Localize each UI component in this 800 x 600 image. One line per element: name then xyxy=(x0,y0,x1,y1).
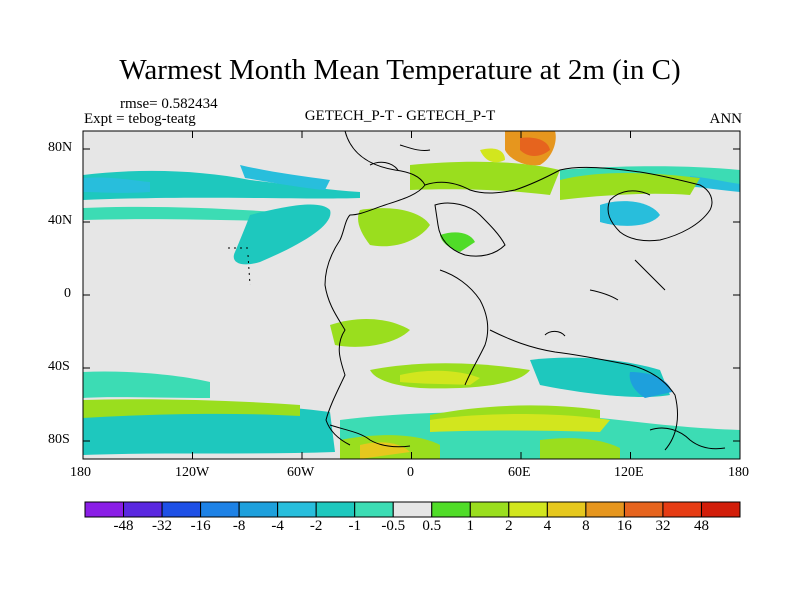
comparison-label: GETECH_P-T - GETECH_P-T xyxy=(304,108,496,124)
colorbar-swatch xyxy=(392,501,433,518)
rmse-label: rmse= 0.582434 xyxy=(120,96,218,112)
lon-label-120w: 120W xyxy=(175,465,210,480)
colorbar-swatch xyxy=(431,501,471,518)
colorbar-label: -32 xyxy=(152,518,173,534)
colorbar-label: 32 xyxy=(655,518,671,534)
colorbar-swatch xyxy=(200,501,240,518)
colorbar-swatch xyxy=(161,501,202,518)
colorbar-swatch xyxy=(662,501,702,518)
colorbar-swatch xyxy=(315,501,356,518)
colorbar-label: 4 xyxy=(543,518,552,534)
lat-label-40n: 40N xyxy=(48,213,73,228)
season-label: ANN xyxy=(709,111,743,127)
colorbar-swatch xyxy=(508,501,548,518)
axis-ticks xyxy=(82,131,741,459)
colorbar-swatch xyxy=(623,501,664,518)
colorbar-swatch xyxy=(546,501,587,518)
colorbar-swatch xyxy=(469,501,510,518)
colorbar-label: -2 xyxy=(309,518,323,534)
lat-label-80s: 80S xyxy=(48,432,70,447)
colorbar-swatch xyxy=(277,501,317,518)
colorbar-label: 8 xyxy=(582,518,590,534)
colorbar-swatch xyxy=(354,501,394,518)
colorbar-label: 0.5 xyxy=(422,518,442,534)
anomaly-fields xyxy=(83,131,740,459)
colorbar-label: -1 xyxy=(348,518,361,534)
lon-label-120e: 120E xyxy=(614,465,644,480)
colorbar-label: -48 xyxy=(113,518,134,534)
colorbar-label: -16 xyxy=(190,518,211,534)
colorbar-swatch xyxy=(700,501,741,518)
colorbar-label: 1 xyxy=(466,518,475,534)
colorbar-swatch xyxy=(84,501,125,518)
colorbar-label: -8 xyxy=(232,518,246,534)
colorbar-label: 48 xyxy=(693,518,709,534)
colorbar-label: -4 xyxy=(271,518,284,534)
lon-label-60w: 60W xyxy=(287,465,315,480)
lon-label-180e: 180 xyxy=(728,465,749,480)
colorbar-label: 16 xyxy=(616,518,632,534)
lat-label-0: 0 xyxy=(64,286,71,301)
lat-label-80n: 80N xyxy=(48,140,73,155)
lon-label-60e: 60E xyxy=(508,465,531,480)
colorbar-swatch xyxy=(238,501,279,518)
experiment-label: Expt = tebog-teatg xyxy=(84,111,196,127)
lon-label-180w: 180 xyxy=(70,465,91,480)
colorbar-swatch xyxy=(585,501,625,518)
lon-label-0: 0 xyxy=(407,465,414,480)
colorbar-label: 2 xyxy=(505,518,513,534)
lat-label-40s: 40S xyxy=(48,359,70,374)
coastlines xyxy=(228,131,726,451)
colorbar-label: -0.5 xyxy=(381,518,406,534)
figure-title: Warmest Month Mean Temperature at 2m (in… xyxy=(119,54,681,86)
colorbar-swatch xyxy=(123,501,163,518)
